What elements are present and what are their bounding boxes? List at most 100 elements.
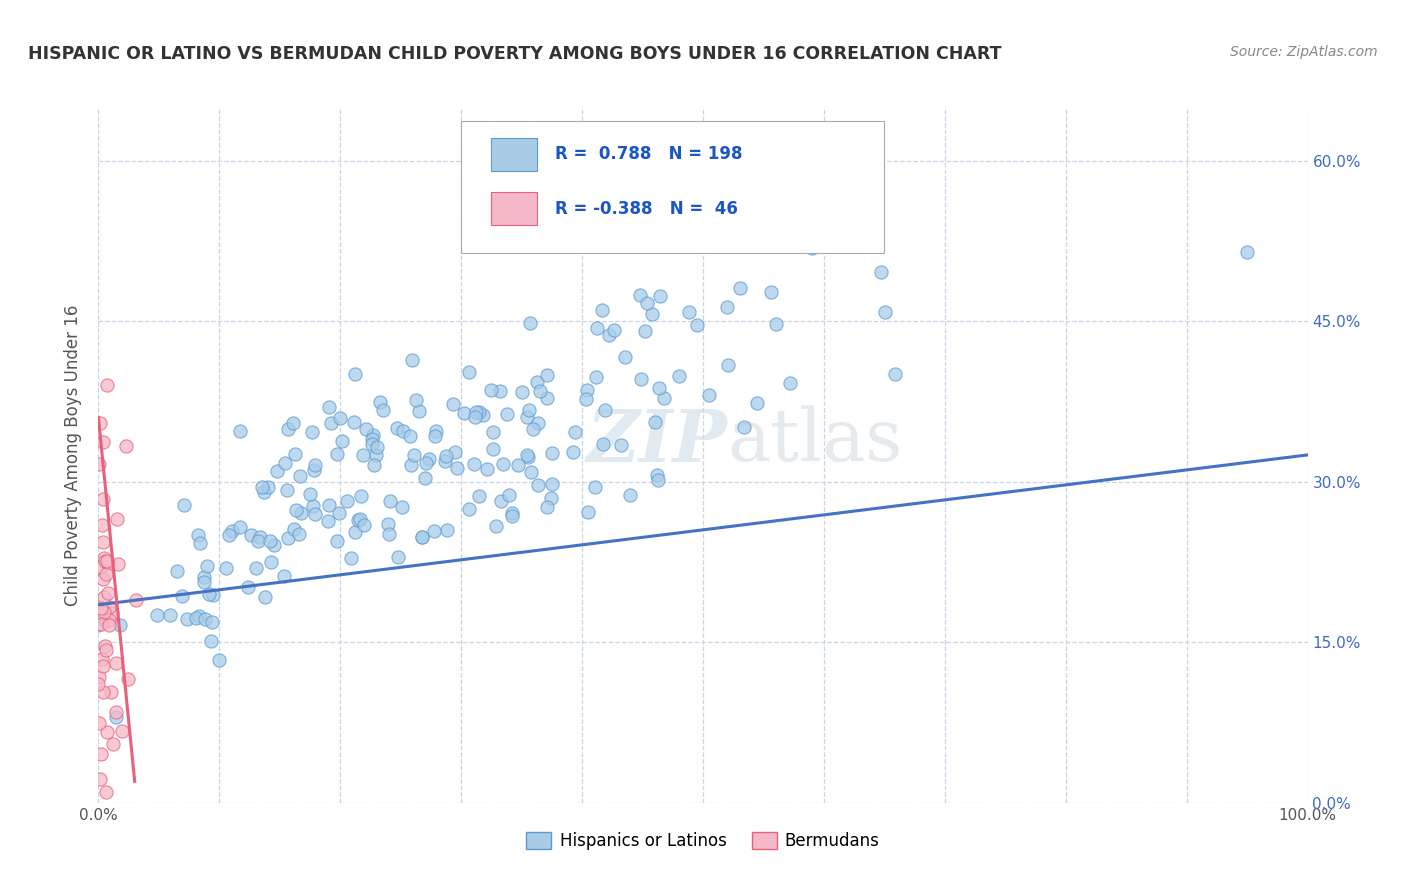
Point	[536, 392, 558, 406]
Point	[453, 406, 475, 420]
Point	[90, 616, 112, 631]
Point	[218, 527, 240, 541]
Point	[765, 317, 787, 331]
Point	[318, 400, 340, 414]
Point	[90, 601, 112, 615]
Point	[195, 558, 218, 573]
Point	[98, 613, 121, 627]
Point	[276, 483, 298, 497]
Point	[91, 684, 114, 698]
Point	[645, 468, 668, 483]
Point	[91, 658, 114, 673]
Point	[166, 564, 188, 578]
Point	[240, 528, 263, 542]
Point	[97, 586, 120, 600]
Point	[610, 438, 633, 452]
Point	[104, 705, 127, 719]
Point	[188, 536, 211, 550]
Point	[747, 396, 769, 410]
Point	[115, 439, 138, 453]
Point	[266, 464, 288, 478]
Point	[515, 449, 537, 463]
Point	[591, 302, 613, 317]
Point	[354, 422, 377, 436]
Point	[498, 487, 520, 501]
Point	[561, 444, 583, 458]
Point	[883, 367, 905, 381]
Point	[464, 409, 486, 424]
Text: R =  0.788   N = 198: R = 0.788 N = 198	[555, 145, 742, 163]
Point	[301, 499, 323, 513]
Point	[361, 432, 384, 446]
Point	[482, 442, 505, 456]
Point	[869, 265, 891, 279]
Point	[350, 489, 373, 503]
Point	[399, 458, 422, 472]
Point	[540, 446, 562, 460]
Y-axis label: Child Poverty Among Boys Under 16: Child Poverty Among Boys Under 16	[65, 304, 83, 606]
Point	[647, 473, 669, 487]
Point	[93, 550, 115, 565]
Point	[316, 514, 339, 528]
Point	[104, 656, 127, 670]
Point	[89, 416, 111, 430]
Legend: Hispanics or Latinos, Bermudans: Hispanics or Latinos, Bermudans	[520, 826, 886, 857]
Point	[221, 524, 243, 538]
Text: Source: ZipAtlas.com: Source: ZipAtlas.com	[1230, 45, 1378, 59]
Point	[97, 557, 120, 571]
Point	[173, 498, 195, 512]
Point	[340, 550, 363, 565]
Point	[87, 715, 110, 730]
Point	[418, 452, 440, 467]
Point	[201, 588, 224, 602]
Point	[370, 395, 392, 409]
Point	[519, 316, 541, 330]
Point	[273, 569, 295, 583]
Point	[564, 425, 586, 439]
Point	[193, 575, 215, 590]
Point	[90, 560, 112, 574]
Point	[475, 462, 498, 476]
Point	[283, 416, 305, 430]
Point	[603, 323, 626, 337]
Point	[489, 494, 512, 508]
Point	[299, 486, 322, 500]
Point	[586, 320, 609, 334]
Point	[685, 318, 707, 333]
Point	[576, 505, 599, 519]
Point	[779, 376, 801, 390]
Point	[96, 567, 118, 582]
Point	[697, 388, 720, 402]
Point	[652, 392, 675, 406]
Point	[263, 538, 285, 552]
Point	[481, 425, 503, 439]
Point	[96, 614, 118, 628]
Point	[89, 772, 111, 787]
Point	[208, 653, 231, 667]
Point	[481, 383, 503, 397]
Point	[647, 381, 669, 395]
Point	[678, 305, 700, 319]
Point	[492, 458, 515, 472]
Point	[93, 591, 115, 605]
Point	[273, 456, 295, 470]
Point	[540, 491, 562, 506]
Point	[188, 609, 211, 624]
Point	[94, 642, 117, 657]
Point	[363, 458, 385, 472]
FancyBboxPatch shape	[492, 192, 537, 226]
Point	[201, 615, 224, 629]
Point	[422, 524, 444, 538]
Point	[598, 328, 620, 343]
Point	[318, 498, 340, 512]
Point	[501, 508, 523, 523]
Point	[510, 385, 533, 400]
Point	[650, 289, 672, 303]
Point	[527, 416, 550, 430]
Point	[245, 561, 267, 575]
Point	[366, 448, 388, 462]
Point	[464, 405, 486, 419]
Point	[595, 402, 617, 417]
Point	[277, 422, 299, 436]
Point	[471, 408, 494, 422]
